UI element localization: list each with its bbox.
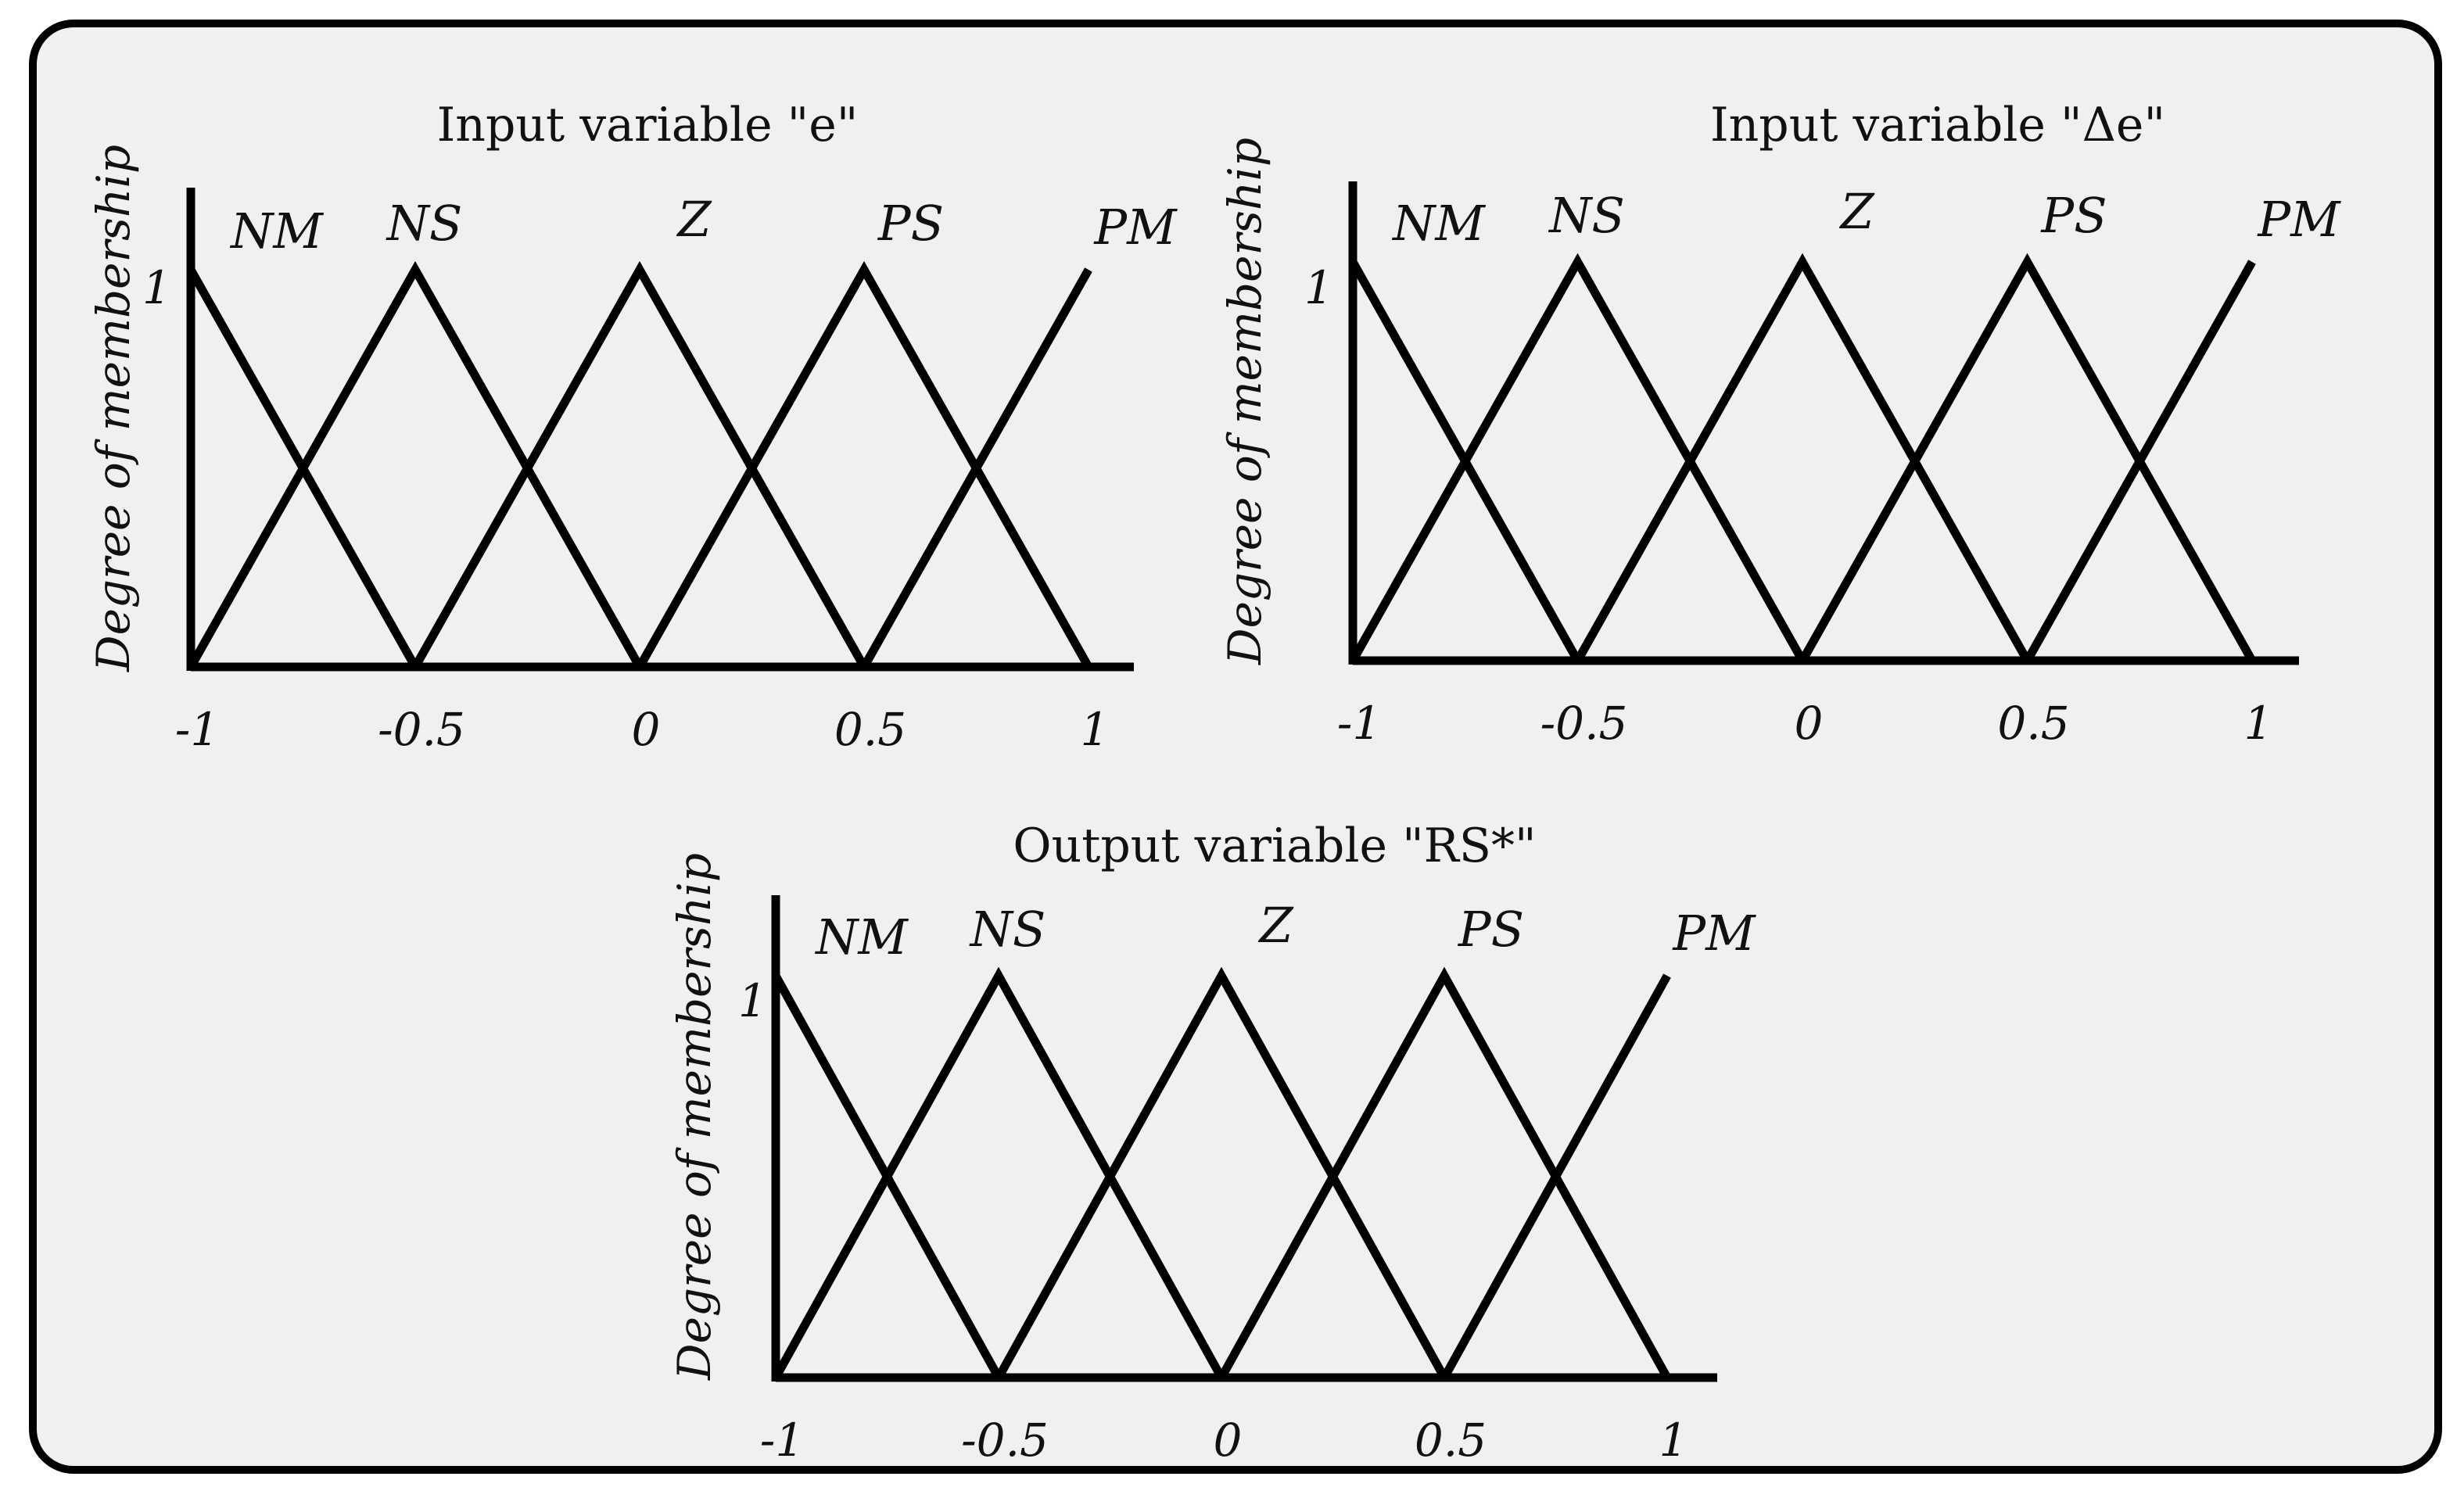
y-axis-label: Degree of membership [87,145,140,672]
x-tick-label: 0.5 [1415,1414,1487,1467]
series-label-nm: NM [229,202,324,260]
series-line-z [411,260,868,669]
series-line-z [995,966,1448,1380]
panel-title: Output variable "RS*" [1013,819,1536,873]
y-tick-label-one: 1 [1304,261,1333,314]
series-label-ps: PS [1458,901,1524,958]
series-line-ps [1799,253,2256,663]
series-label-nm: NM [1391,195,1486,252]
x-tick-label: 1 [1659,1414,1688,1467]
x-tick-label: 0.5 [1997,697,2069,750]
x-tick-label: -0.5 [1540,697,1628,750]
series-label-z: Z [1838,183,1874,240]
plot-area: NM NS Z PS PM -1 -0.5 0 0.5 1 [760,895,1756,1467]
series-label-pm: PM [1093,199,1178,256]
plot-area: NM NS Z PS PM -1 -0.5 0 0.5 1 [175,188,1178,756]
series-label-z: Z [1257,897,1293,954]
series-label-pm: PM [1672,905,1756,962]
series-label-ns: NS [969,901,1046,958]
panel-title: Input variable "e" [437,98,859,152]
series-line-ns [1349,253,1806,663]
series-line-ps [1218,966,1671,1380]
series-line-pm [860,267,1092,669]
series-label-pm: PM [2257,191,2341,248]
x-tick-label: 0 [1795,697,1824,750]
series-label-ps: PS [877,195,944,252]
x-tick-label: -1 [760,1414,805,1467]
series-line-ns [187,260,644,669]
panel-output-rs: Output variable "RS*" Degree of membersh… [668,819,1756,1467]
y-tick-label-one: 1 [142,261,171,314]
series-label-z: Z [676,191,712,248]
y-axis-label: Degree of membership [668,853,721,1381]
y-tick-label-one: 1 [738,974,767,1027]
x-tick-label: -0.5 [961,1414,1049,1467]
x-tick-label: 0 [1214,1414,1243,1467]
plot-area: NM NS Z PS PM -1 -0.5 0 0.5 1 [1337,181,2341,750]
panel-input-e: Input variable "e" Degree of membership … [87,98,1178,756]
series-line-ps [636,260,1092,669]
x-tick-label: 1 [2244,697,2273,750]
x-tick-label: 0 [632,703,661,756]
x-tick-label: -1 [175,703,220,756]
series-label-ps: PS [2040,187,2107,244]
panel-input-delta-e: Input variable "Δe" Degree of membership… [1218,98,2341,750]
x-tick-label: 0.5 [834,703,906,756]
series-line-ns [772,966,1225,1380]
series-label-nm: NM [814,908,909,966]
series-line-pm [2023,260,2256,663]
series-line-z [1573,253,2032,663]
series-label-ns: NS [386,195,463,252]
series-label-ns: NS [1548,187,1625,244]
x-tick-label: 1 [1081,703,1110,756]
x-tick-label: -0.5 [378,703,465,756]
panel-title: Input variable "Δe" [1710,98,2165,152]
y-axis-label: Degree of membership [1218,138,1271,665]
series-line-pm [1440,973,1671,1380]
x-tick-label: -1 [1337,697,1382,750]
figure-frame [29,20,2442,1474]
